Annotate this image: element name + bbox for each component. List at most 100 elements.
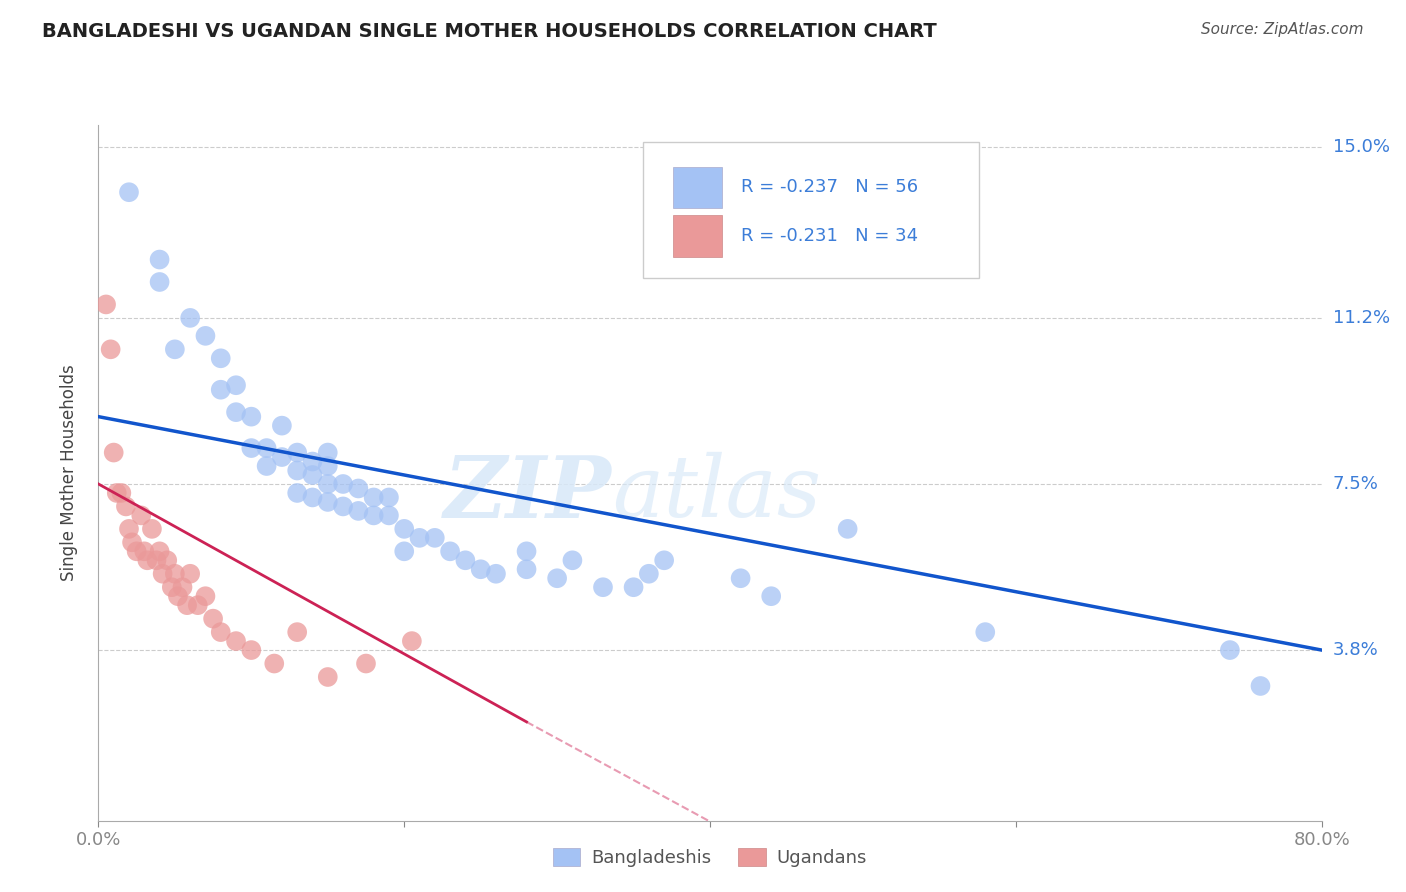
Point [115,500,138,514]
Point [316,477,339,491]
Point [637,566,661,581]
Text: ZIP: ZIP [444,452,612,535]
Point [470,562,492,576]
Point [163,343,186,357]
Text: BANGLADESHI VS UGANDAN SINGLE MOTHER HOUSEHOLDS CORRELATION CHART: BANGLADESHI VS UGANDAN SINGLE MOTHER HOU… [42,22,936,41]
Text: Source: ZipAtlas.com: Source: ZipAtlas.com [1201,22,1364,37]
Point [1249,679,1271,693]
Point [378,508,401,523]
Point [167,589,190,603]
Point [149,252,172,267]
Point [516,544,538,558]
Point [118,522,141,536]
Point [270,450,292,464]
Point [652,553,675,567]
Point [1219,643,1241,657]
Point [94,297,117,311]
Point [149,275,172,289]
Point [176,598,198,612]
Point [256,458,278,473]
Point [623,580,645,594]
Point [110,486,132,500]
Text: 11.2%: 11.2% [1333,309,1391,326]
Text: 7.5%: 7.5% [1333,475,1379,493]
Point [125,544,148,558]
Point [225,378,247,392]
Point [256,441,278,455]
Point [516,562,538,576]
Text: 3.8%: 3.8% [1333,641,1378,659]
Point [129,508,152,523]
Point [240,441,263,455]
Point [401,634,423,648]
Point [225,634,247,648]
Point [354,657,377,671]
Point [347,504,370,518]
Point [152,566,174,581]
Legend: Bangladeshis, Ugandans: Bangladeshis, Ugandans [546,840,875,874]
Point [156,553,179,567]
Point [301,491,323,505]
Point [285,445,308,459]
Point [145,553,167,567]
Point [392,544,416,558]
Point [485,566,508,581]
Point [136,553,159,567]
Point [225,405,247,419]
Point [118,185,141,199]
Point [561,553,583,567]
Point [103,445,125,459]
Point [194,589,217,603]
Point [439,544,461,558]
Point [592,580,614,594]
Text: atlas: atlas [612,452,821,535]
FancyBboxPatch shape [643,142,979,278]
Point [209,351,232,366]
Point [194,329,217,343]
Point [240,643,263,657]
Point [172,580,194,594]
Point [240,409,263,424]
Point [347,482,370,496]
Point [163,566,186,581]
Point [121,535,143,549]
Point [363,491,385,505]
Bar [673,167,723,209]
Point [179,310,201,325]
Point [332,500,354,514]
Point [100,343,122,357]
Text: R = -0.237   N = 56: R = -0.237 N = 56 [741,178,918,196]
Point [285,625,308,640]
Point [301,468,323,483]
Point [332,477,354,491]
Point [546,571,568,585]
Point [160,580,183,594]
Point [316,458,339,473]
Point [105,486,128,500]
Point [454,553,477,567]
Point [179,566,201,581]
Point [134,544,156,558]
Point [730,571,752,585]
Bar [673,215,723,257]
Point [423,531,446,545]
Y-axis label: Single Mother Households: Single Mother Households [59,365,77,581]
Point [316,445,339,459]
Point [408,531,430,545]
Point [263,657,285,671]
Point [316,670,339,684]
Point [149,544,172,558]
Point [316,495,339,509]
Point [301,454,323,468]
Point [187,598,209,612]
Point [837,522,859,536]
Point [285,486,308,500]
Point [392,522,416,536]
Point [270,418,292,433]
Point [209,383,232,397]
Point [285,463,308,477]
Text: R = -0.231   N = 34: R = -0.231 N = 34 [741,227,918,245]
Point [974,625,997,640]
Point [363,508,385,523]
Point [378,491,401,505]
